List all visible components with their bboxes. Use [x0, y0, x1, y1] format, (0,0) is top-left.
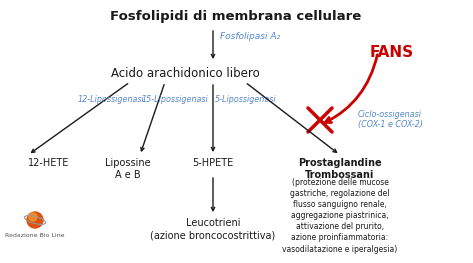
Text: Redazione Bio Line: Redazione Bio Line — [5, 233, 65, 238]
Text: Fosfolipidi di membrana cellulare: Fosfolipidi di membrana cellulare — [110, 10, 362, 23]
Text: Acido arachidonico libero: Acido arachidonico libero — [111, 67, 259, 80]
Text: 5-Lipossigenasi: 5-Lipossigenasi — [215, 95, 277, 104]
Text: 12-HETE: 12-HETE — [28, 158, 70, 168]
Circle shape — [29, 213, 37, 221]
Text: FANS: FANS — [370, 45, 414, 60]
Text: Ciclo-ossigenasi
(COX-1 e COX-2): Ciclo-ossigenasi (COX-1 e COX-2) — [358, 110, 423, 129]
Text: 5-HPETE: 5-HPETE — [193, 158, 234, 168]
Text: 12-Lipossigenasi: 12-Lipossigenasi — [78, 95, 145, 104]
Circle shape — [27, 212, 43, 228]
Text: Prostaglandine
Trombossani: Prostaglandine Trombossani — [298, 158, 382, 180]
Text: Fosfolipasi A₂: Fosfolipasi A₂ — [220, 32, 280, 41]
Text: Leucotrieni
(azione broncocostrittiva): Leucotrieni (azione broncocostrittiva) — [150, 218, 276, 240]
Text: (protezione delle mucose
gastriche, regolazione del
flusso sanguigno renale,
agg: (protezione delle mucose gastriche, rego… — [282, 178, 398, 254]
Text: Lipossine
A e B: Lipossine A e B — [105, 158, 151, 180]
Text: 15-Lipossigenasi: 15-Lipossigenasi — [142, 95, 209, 104]
